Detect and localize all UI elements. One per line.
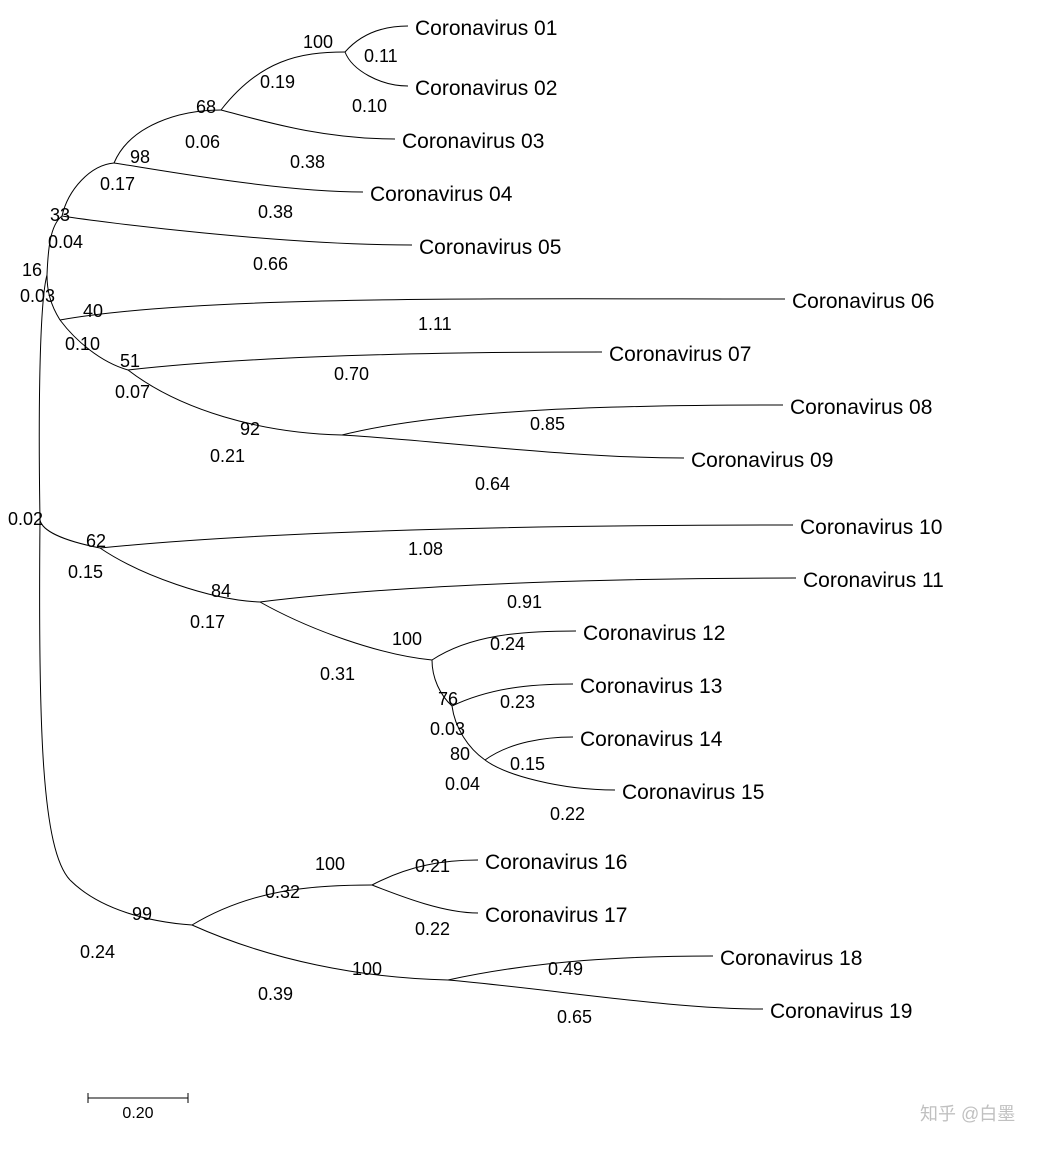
taxon-label: Coronavirus 05 [419, 236, 561, 259]
support-value: 51 [120, 351, 140, 371]
watermark: 知乎 @白墨 [920, 1104, 1015, 1124]
tree-branch [372, 885, 478, 913]
branch-length: 0.02 [8, 509, 43, 529]
support-value: 100 [303, 32, 333, 52]
support-value: 68 [196, 97, 216, 117]
tree-branch [448, 980, 763, 1009]
branch-length: 0.64 [475, 474, 510, 494]
branch-length: 1.08 [408, 539, 443, 559]
branch-length: 0.07 [115, 382, 150, 402]
branch-length: 0.10 [352, 96, 387, 116]
branch-length: 0.39 [258, 984, 293, 1004]
support-value: 62 [86, 531, 106, 551]
branch-length: 0.22 [415, 919, 450, 939]
branch-length: 0.70 [334, 364, 369, 384]
branch-length: 0.17 [100, 174, 135, 194]
branch-length: 0.65 [557, 1007, 592, 1027]
support-value: 98 [130, 147, 150, 167]
taxon-label: Coronavirus 18 [720, 947, 862, 970]
taxon-label: Coronavirus 03 [402, 130, 544, 153]
tree-branch [40, 520, 70, 880]
branch-length: 0.15 [68, 562, 103, 582]
tree-branch [39, 275, 47, 520]
support-value: 76 [438, 689, 458, 709]
support-value: 100 [392, 629, 422, 649]
taxon-label: Coronavirus 08 [790, 396, 932, 419]
branch-length: 0.11 [364, 46, 398, 66]
support-value: 16 [22, 260, 42, 280]
support-value: 100 [352, 959, 382, 979]
taxon-label: Coronavirus 11 [803, 569, 944, 592]
branch-length: 0.49 [548, 959, 583, 979]
branch-length: 0.21 [210, 446, 245, 466]
branch-length: 0.03 [430, 719, 465, 739]
taxon-label: Coronavirus 09 [691, 449, 833, 472]
taxon-label: Coronavirus 17 [485, 904, 627, 927]
support-value: 100 [315, 854, 345, 874]
branch-length: 0.31 [320, 664, 355, 684]
scale-bar-label: 0.20 [122, 1105, 153, 1122]
taxon-label: Coronavirus 14 [580, 728, 723, 751]
taxon-label: Coronavirus 01 [415, 17, 557, 40]
tree-branch [342, 435, 684, 458]
branch-length: 0.04 [48, 232, 83, 252]
support-value: 40 [83, 301, 103, 321]
branch-length: 0.17 [190, 612, 225, 632]
taxon-label: Coronavirus 19 [770, 1000, 912, 1023]
taxon-label: Coronavirus 13 [580, 675, 722, 698]
tree-branch [62, 216, 412, 245]
tree-branch [485, 760, 615, 790]
branch-length: 0.21 [415, 856, 450, 876]
branch-length: 0.24 [80, 942, 115, 962]
branch-length: 0.32 [265, 882, 300, 902]
branch-length: 0.03 [20, 286, 55, 306]
branch-length: 0.15 [510, 754, 545, 774]
branch-length: 0.06 [185, 132, 220, 152]
branch-length: 1.11 [418, 314, 452, 334]
taxon-label: Coronavirus 16 [485, 851, 627, 874]
taxon-label: Coronavirus 06 [792, 290, 934, 313]
tree-branch [100, 525, 793, 548]
support-value: 33 [50, 205, 70, 225]
branch-length: 0.04 [445, 774, 480, 794]
tree-branch [192, 925, 448, 980]
tree-branch [70, 880, 192, 925]
branch-length: 0.38 [258, 202, 293, 222]
taxon-label: Coronavirus 02 [415, 77, 557, 100]
branch-length: 0.19 [260, 72, 295, 92]
taxon-label: Coronavirus 07 [609, 343, 751, 366]
branch-length: 0.91 [507, 592, 542, 612]
taxon-label: Coronavirus 15 [622, 781, 764, 804]
tree-branch [114, 163, 363, 192]
taxon-label: Coronavirus 10 [800, 516, 942, 539]
support-value: 92 [240, 419, 260, 439]
branch-length: 0.66 [253, 254, 288, 274]
phylogenetic-tree: Coronavirus 01 Coronavirus 02 Coronavirus … [0, 0, 1047, 1159]
support-value: 84 [211, 581, 231, 601]
branch-length: 0.23 [500, 692, 535, 712]
branch-length: 0.38 [290, 152, 325, 172]
support-value: 80 [450, 744, 470, 764]
taxon-label: Coronavirus 12 [583, 622, 725, 645]
branch-length: 0.10 [65, 334, 100, 354]
support-value: 99 [132, 904, 152, 924]
tree-branch [128, 370, 342, 435]
taxon-label: Coronavirus 04 [370, 183, 513, 206]
tree-branch [100, 548, 260, 602]
branch-length: 0.24 [490, 634, 525, 654]
branch-length: 0.22 [550, 804, 585, 824]
branch-length: 0.85 [530, 414, 565, 434]
